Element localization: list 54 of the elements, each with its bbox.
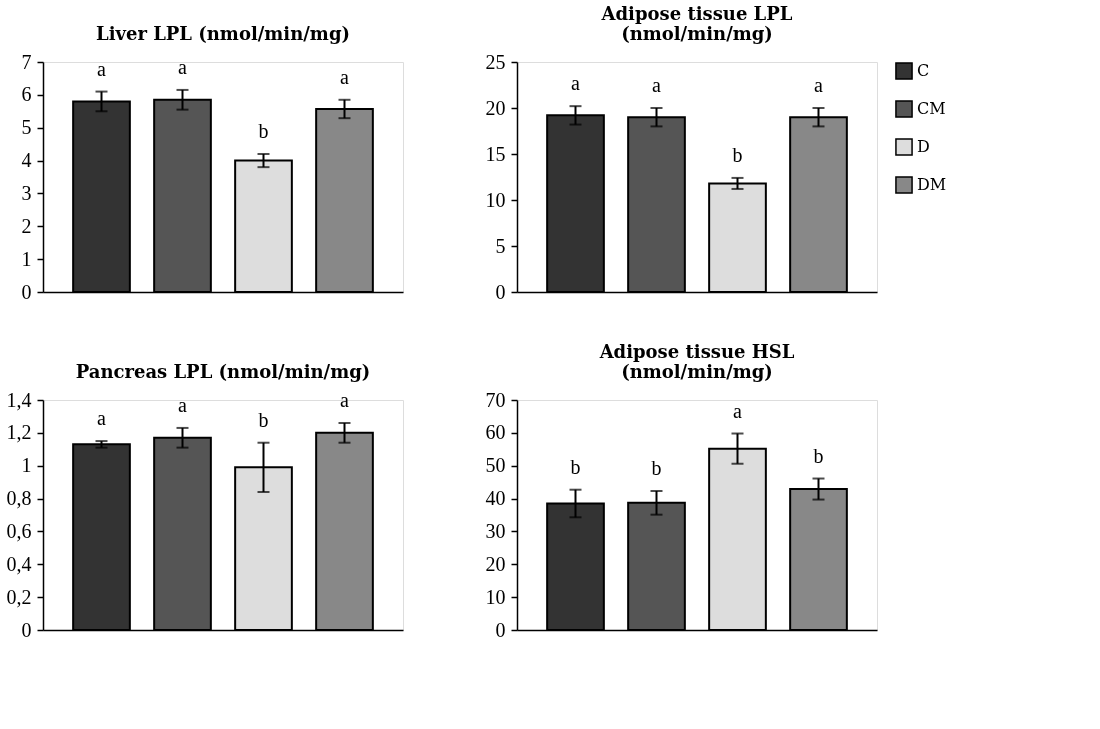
y-tick-label: 1,2 xyxy=(6,421,32,444)
y-tick-label: 10 xyxy=(485,188,506,211)
annotation: a xyxy=(814,74,824,96)
annotation: b xyxy=(813,444,824,467)
annotation: a xyxy=(178,55,188,78)
y-tick-label: 5 xyxy=(21,116,32,139)
y-tick-label: 1 xyxy=(21,247,32,270)
y-tick-label: 0,2 xyxy=(6,585,32,608)
y-tick-label: 0,4 xyxy=(6,552,32,575)
y-tick-label: 0 xyxy=(21,280,32,303)
y-tick-label: 3 xyxy=(21,181,32,204)
y-tick-label: 10 xyxy=(485,585,506,608)
y-tick-label: 7 xyxy=(21,50,32,73)
y-tick-label: 0,6 xyxy=(6,519,32,542)
chart-title: Liver LPL (nmol/min/mg) xyxy=(95,23,351,44)
legend-label: C xyxy=(917,61,930,80)
y-tick-label: 0 xyxy=(21,618,32,641)
y-tick-label: 0 xyxy=(495,618,506,641)
chart-title: Adipose tissue HSL (nmol/min/mg) xyxy=(598,341,795,382)
legend-label: D xyxy=(917,137,930,156)
y-tick-label: 60 xyxy=(485,421,506,444)
y-tick-label: 30 xyxy=(485,519,506,542)
annotation: a xyxy=(340,65,350,88)
annotation: b xyxy=(258,120,269,142)
annotation: a xyxy=(97,57,107,80)
annotation: a xyxy=(571,72,581,95)
y-tick-label: 15 xyxy=(485,142,506,165)
y-tick-label: 1 xyxy=(21,454,32,477)
y-tick-label: 25 xyxy=(485,50,506,73)
y-tick-label: 20 xyxy=(485,96,506,119)
y-tick-label: 6 xyxy=(21,83,32,106)
y-tick-label: 50 xyxy=(485,454,506,477)
chart-title: Adipose tissue LPL (nmol/min/mg) xyxy=(600,3,793,44)
annotation: a xyxy=(178,393,188,416)
annotation: b xyxy=(258,408,269,431)
y-tick-label: 1,4 xyxy=(6,388,32,411)
y-tick-label: 70 xyxy=(485,388,506,411)
y-tick-label: 5 xyxy=(495,234,506,257)
annotation: a xyxy=(652,74,662,96)
y-tick-label: 2 xyxy=(21,214,32,237)
y-tick-label: 40 xyxy=(485,487,506,510)
y-tick-label: 20 xyxy=(485,552,506,575)
annotation: a xyxy=(733,399,743,422)
legend-label: DM xyxy=(917,175,947,194)
annotation: b xyxy=(570,455,581,478)
annotation: a xyxy=(97,407,107,430)
legend-label: CM xyxy=(917,99,946,118)
annotation: a xyxy=(340,389,350,411)
chart-title: Pancreas LPL (nmol/min/mg) xyxy=(75,361,371,382)
annotation: b xyxy=(732,143,743,166)
y-tick-label: 0 xyxy=(495,280,506,303)
y-tick-label: 4 xyxy=(21,149,32,172)
annotation: b xyxy=(651,457,662,480)
y-tick-label: 0,8 xyxy=(6,487,32,510)
